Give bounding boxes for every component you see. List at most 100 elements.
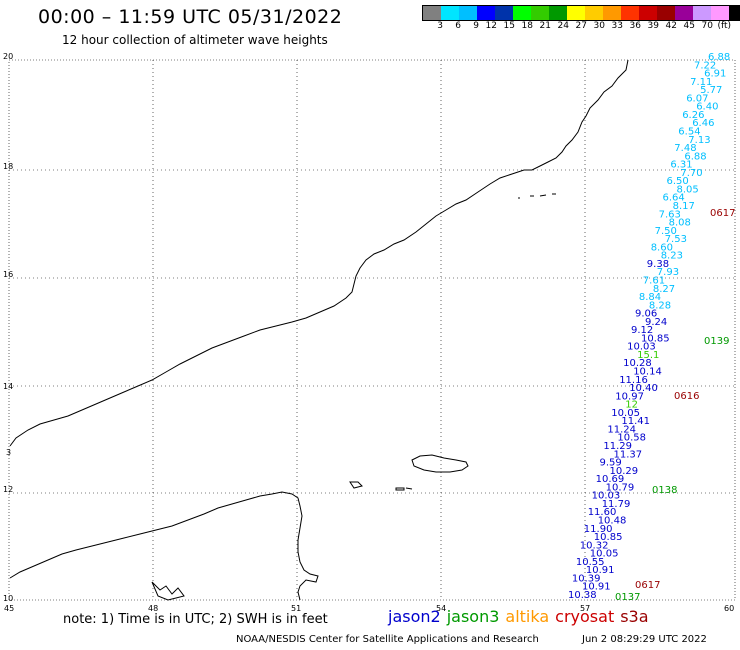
- x-tick-51: 51: [291, 604, 301, 613]
- wave-height-value: 15.1: [637, 350, 659, 361]
- colorbar-swatch: [549, 6, 567, 20]
- wave-height-value: 10.85: [594, 532, 623, 543]
- wave-height-value: 6.50: [667, 176, 689, 187]
- wave-height-value: 6.54: [678, 127, 700, 138]
- colorbar-swatch: [423, 6, 441, 20]
- wave-height-value: 8.17: [673, 201, 695, 212]
- wave-height-value: 6.64: [663, 193, 685, 204]
- x-tick-45: 45: [4, 604, 14, 613]
- wave-height-value: 9.06: [635, 309, 657, 320]
- wave-height-value: 6.31: [670, 160, 692, 171]
- wave-height-value: 8.28: [649, 300, 671, 311]
- colorbar-label: 9: [473, 21, 479, 31]
- colorbar-label: 45: [683, 21, 695, 31]
- x-tick-48: 48: [148, 604, 158, 613]
- colorbar-label: (ft): [717, 21, 731, 31]
- colorbar-label: 3: [437, 21, 443, 31]
- y-tick-18: 18: [3, 162, 13, 171]
- wave-height-value: 7.93: [657, 267, 679, 278]
- wave-height-value: 10.48: [598, 516, 627, 527]
- arabian-coastline: [9, 59, 629, 447]
- colorbar-label: 24: [557, 21, 569, 31]
- colorbar-swatch: [621, 6, 639, 20]
- legend-cryosat: cryosat: [555, 607, 615, 626]
- colorbar-label: 27: [575, 21, 587, 31]
- colorbar-swatch: [675, 6, 693, 20]
- legend-altika: altika: [505, 607, 550, 626]
- colorbar-swatch: [459, 6, 477, 20]
- wave-height-value: 10.05: [590, 549, 619, 560]
- map-subtitle: 12 hour collection of altimeter wave hei…: [62, 33, 328, 47]
- coast-detail: [151, 581, 185, 601]
- wave-height-value: 6.91: [704, 69, 726, 80]
- wave-height-value: 11.37: [614, 449, 643, 460]
- wave-height-value: 6.07: [686, 93, 708, 104]
- pass-number-label: 0138: [652, 485, 677, 496]
- colorbar-label: 36: [629, 21, 641, 31]
- grid: [9, 60, 735, 600]
- wave-height-value: 9.24: [645, 317, 667, 328]
- x-tick-57: 57: [580, 604, 590, 613]
- small-islands: [349, 193, 556, 491]
- wave-height-value: 10.58: [617, 433, 646, 444]
- colorbar-swatch: [729, 6, 740, 20]
- wave-height-value: 11.79: [602, 499, 631, 510]
- wave-height-value: 10.97: [615, 391, 644, 402]
- wave-height-value: 7.70: [680, 168, 702, 179]
- wave-height-value: 10.55: [576, 557, 605, 568]
- wave-height-value: 7.63: [659, 209, 681, 220]
- wave-height-value: 8.60: [651, 242, 673, 253]
- pass-number-label: 0617: [635, 580, 660, 591]
- wave-height-value: 9.59: [600, 458, 622, 469]
- pass-number-label: 0617: [710, 208, 735, 219]
- colorbar-swatch: [585, 6, 603, 20]
- wave-height-value: 9.38: [647, 259, 669, 270]
- colorbar-swatch: [477, 6, 495, 20]
- wave-height-value: 10.03: [627, 342, 656, 353]
- x-tick-60: 60: [724, 604, 734, 613]
- y-tick-20: 20: [3, 52, 13, 61]
- footer-note: note: 1) Time is in UTC; 2) SWH is in fe…: [63, 612, 328, 627]
- y-tick-extra: 3: [6, 448, 11, 457]
- y-tick-14: 14: [3, 382, 13, 391]
- wave-height-value: 10.38: [568, 590, 597, 601]
- wave-height-value: 11.29: [603, 441, 632, 452]
- legend-s3a: s3a: [620, 607, 649, 626]
- colorbar-swatch: [441, 6, 459, 20]
- y-tick-16: 16: [3, 270, 13, 279]
- y-tick-10: 10: [3, 594, 13, 603]
- wave-height-value: 11.90: [584, 524, 613, 535]
- colorbar-label: 12: [485, 21, 497, 31]
- wave-height-value: 5.77: [700, 85, 722, 96]
- colorbar-label: 70: [701, 21, 713, 31]
- wave-height-value: 9.12: [631, 325, 653, 336]
- legend-jason3: jason3: [446, 607, 500, 626]
- colorbar-label: 42: [665, 21, 677, 31]
- wave-height-value: 10.32: [580, 540, 609, 551]
- wave-height-value: 7.13: [688, 135, 710, 146]
- colorbar-label: 30: [593, 21, 605, 31]
- wave-height-value: 6.46: [692, 118, 714, 129]
- colorbar-label: 39: [647, 21, 659, 31]
- colorbar-label: 15: [503, 21, 515, 31]
- satellite-legend: jason2 jason3 altika cryosat s3a: [388, 607, 655, 626]
- wave-height-value: 11.16: [619, 375, 648, 386]
- pass-number-label: 0139: [704, 336, 729, 347]
- socotra-island: [411, 454, 469, 473]
- colorbar-swatch: [513, 6, 531, 20]
- wave-height-value: 10.40: [629, 383, 658, 394]
- wave-height-value: 7.11: [690, 77, 712, 88]
- wave-height-value: 10.14: [633, 367, 662, 378]
- wave-height-value: 8.84: [639, 292, 661, 303]
- colorbar-label: 18: [521, 21, 533, 31]
- wave-height-value: 7.22: [694, 60, 716, 71]
- colorbar-swatch: [657, 6, 675, 20]
- wave-height-value: 10.85: [641, 333, 670, 344]
- wave-height-value: 6.26: [682, 110, 704, 121]
- map-title: 00:00 – 11:59 UTC 05/31/2022: [38, 6, 343, 28]
- wave-height-value: 7.50: [655, 226, 677, 237]
- wave-height-value: 10.79: [606, 482, 635, 493]
- colorbar-swatch: [639, 6, 657, 20]
